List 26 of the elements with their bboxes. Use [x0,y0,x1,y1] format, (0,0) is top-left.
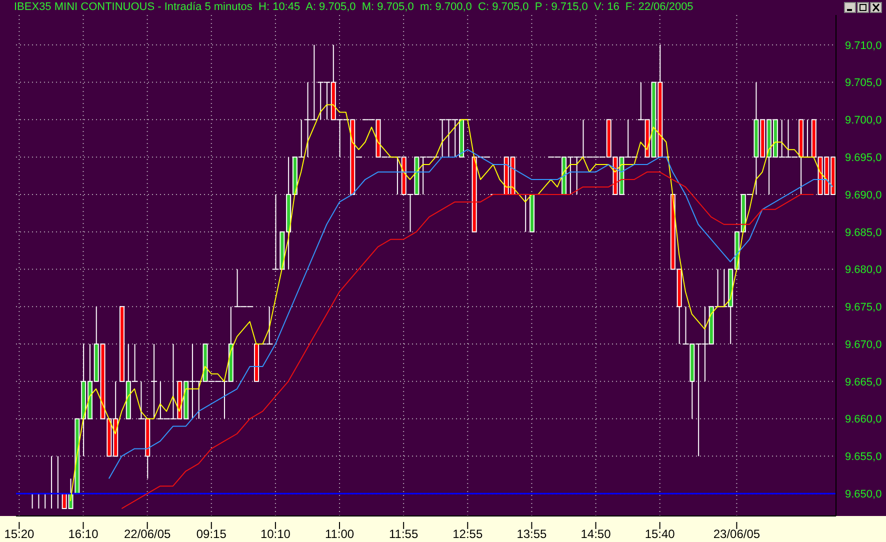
y-tick-label: 9.700,0 [845,114,882,127]
y-tick-label: 9.655,0 [845,451,882,464]
x-tick-label: 15:40 [644,527,676,541]
x-tick-label: 14:50 [580,527,612,541]
y-tick-label: 9.685,0 [845,226,882,239]
y-tick-label: 9.695,0 [845,152,882,164]
y-tick-label: 9.710,0 [845,40,882,52]
y-tick-label: 9.690,0 [845,189,882,202]
x-tick-label: 09:15 [196,527,227,541]
y-tick-label: 9.675,0 [845,302,882,314]
x-tick-label: 12:55 [452,527,483,541]
x-tick-label: 22/06/05 [124,527,172,541]
y-tick-label: 9.670,0 [845,338,882,351]
x-tick-label: 13:55 [516,527,548,541]
x-tick-label: 10:10 [260,527,291,541]
y-tick-label: 9.665,0 [845,376,882,388]
y-tick-label: 9.705,0 [845,77,882,90]
x-tick-label: 16:10 [68,527,99,541]
x-tick-label: 15:20 [4,527,35,541]
y-tick-label: 9.650,0 [845,488,882,500]
y-tick-label: 9.660,0 [845,414,882,426]
chart-title: IBEX35 MINI CONTINUOUS - Intradía 5 minutos H: 10:45 A: 9.705,0 M: 9.705,0 m: 9.700,0 C: 9.705,0 P : 9.715,0 V: 16 F: 22/06/2005 [14,1,694,14]
x-tick-label: 11:00 [324,527,354,541]
x-tick-label: 11:55 [389,527,418,541]
y-tick-label: 9.680,0 [845,264,882,276]
x-tick-label: 23/06/05 [713,527,760,541]
